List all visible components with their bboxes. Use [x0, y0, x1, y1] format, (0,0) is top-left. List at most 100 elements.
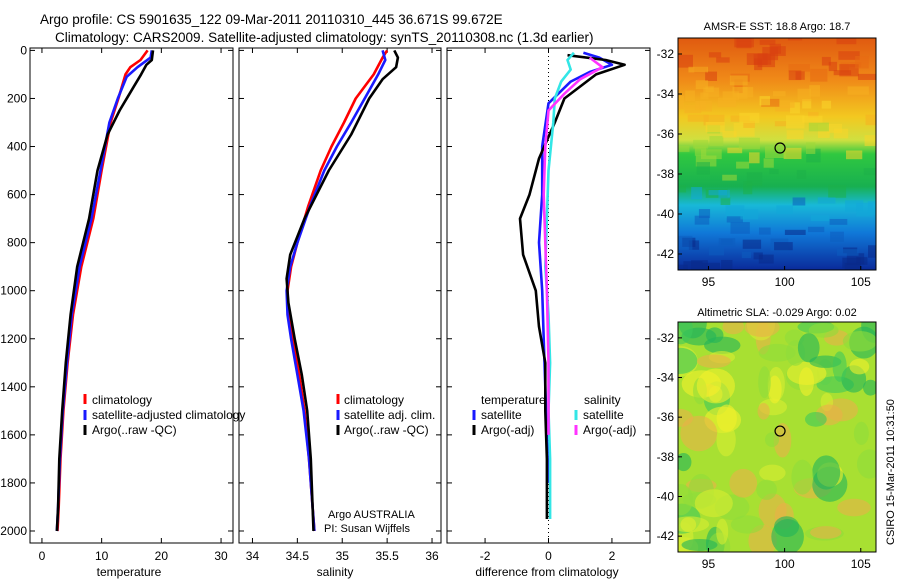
sst-texture-cell — [741, 251, 751, 259]
sst-texture-cell — [753, 252, 763, 260]
sst-texture-cell — [784, 229, 806, 235]
sla-texture-blob — [853, 421, 869, 446]
sst-texture-cell — [726, 216, 743, 223]
salinity-panel-frame — [238, 47, 442, 544]
sst-texture-cell — [833, 70, 852, 76]
sla-texture-blob — [812, 455, 841, 490]
sst-texture-cell — [729, 75, 748, 86]
y-tick-label: 400 — [7, 140, 27, 154]
sst-texture-cell — [802, 98, 812, 109]
sst-texture-cell — [807, 226, 825, 233]
sla-texture-blob — [773, 423, 792, 458]
argo-float-marker — [774, 425, 786, 437]
y-tick-label: -34 — [657, 87, 675, 101]
temperature-panel-frame — [29, 47, 234, 544]
sla-texture-blob — [832, 351, 847, 382]
sst-texture-cell — [769, 43, 781, 54]
sla-texture-blob — [791, 459, 814, 495]
title-line-2: Climatology: CARS2009. Satellite-adjuste… — [55, 30, 594, 45]
temperature-axis: 0 10 20 30 0 200 400 600 800 1000 1200 1400 1600 1800… — [0, 43, 233, 563]
sst-texture-cell — [695, 155, 717, 167]
y-tick-label: 1600 — [0, 428, 27, 442]
sla-texture-blob — [810, 526, 842, 539]
sst-texture-cell — [678, 235, 693, 250]
sla-texture-blob — [804, 411, 827, 427]
y-tick-label: -38 — [657, 450, 675, 464]
sst-texture-cell — [740, 209, 759, 220]
x-tick-label: 95 — [702, 557, 716, 571]
sla-texture-blob — [744, 322, 780, 338]
series-line-argo-raw-qc — [285, 49, 400, 532]
sst-texture-cell — [694, 215, 710, 225]
sla-texture-blob — [837, 498, 871, 517]
sst-texture-cell — [761, 98, 780, 107]
legend-title-temperature: temperature — [481, 393, 546, 407]
sst-texture-cell — [817, 197, 836, 204]
sst-texture-cell — [746, 53, 768, 65]
x-tick-label: -2 — [480, 549, 491, 563]
sla-texture-blob — [678, 516, 710, 533]
legend-label-argo: Argo(..raw -QC) — [92, 423, 177, 437]
sst-texture-cell — [700, 149, 722, 160]
legend-title-salinity: salinity — [584, 393, 621, 407]
y-tick-label: -38 — [657, 167, 675, 181]
sla-texture-blob — [767, 375, 782, 404]
sla-texture-blob — [716, 518, 729, 545]
sst-texture-cell — [678, 95, 684, 110]
sla-texture-blob — [716, 423, 736, 457]
sst-texture-cell — [721, 239, 733, 245]
sst-texture-cell — [821, 100, 832, 109]
sst-texture-cell — [867, 201, 876, 216]
sst-texture-cell — [721, 259, 733, 270]
sst-texture-cell — [738, 137, 760, 150]
sla-map-title: Altimetric SLA: -0.029 Argo: 0.02 — [697, 307, 857, 319]
legend-label-satellite-salinity: satellite — [583, 408, 624, 422]
y-tick-label: 1200 — [0, 332, 27, 346]
sst-texture-cell — [739, 112, 760, 123]
sst-texture-cell — [785, 115, 805, 129]
y-tick-label: -42 — [657, 247, 675, 261]
y-tick-label: 0 — [20, 43, 27, 57]
y-tick-label: -36 — [657, 410, 675, 424]
sla-texture-blob — [756, 479, 777, 500]
sst-texture-cell — [845, 200, 864, 212]
sst-texture-cell — [758, 254, 774, 264]
argo-float-marker — [774, 142, 786, 154]
series-line-argo-raw-qc — [55, 50, 155, 532]
sst-texture-cell — [774, 242, 793, 251]
sla-texture-blob — [808, 322, 839, 338]
sst-texture-cell — [705, 121, 725, 133]
sla-texture-blob — [678, 322, 693, 345]
sst-texture-cell — [727, 147, 743, 154]
sst-texture-cell — [683, 261, 703, 269]
sst-texture-cell — [708, 52, 722, 58]
sst-texture-cell — [722, 130, 737, 138]
sst-texture-cell — [702, 262, 720, 270]
sla-texture-blob — [678, 452, 692, 472]
sla-texture-blob — [716, 404, 737, 432]
sst-texture-cell — [786, 130, 804, 140]
sla-texture-blob — [759, 464, 786, 482]
sla-texture-blob — [729, 468, 758, 498]
sst-texture-cell — [730, 222, 750, 234]
timestamp-stamp: CSIRO 15-Mar-2011 10:31:50 — [885, 399, 897, 545]
sst-texture-cell — [805, 142, 816, 154]
series-line-climatology — [286, 49, 389, 532]
sst-texture-cell — [693, 139, 709, 149]
sst-texture-cell — [776, 205, 793, 214]
y-tick-label: 600 — [7, 188, 27, 202]
sst-texture-cell — [705, 86, 714, 93]
sst-texture-cell — [763, 158, 774, 168]
sla-texture-blob — [678, 347, 698, 375]
legend-label-climatology: climatology — [92, 393, 152, 407]
sst-texture-cell — [703, 114, 725, 126]
sst-texture-cell — [808, 122, 829, 132]
title-line-1: Argo profile: CS 5901635_122 09-Mar-2011… — [40, 12, 503, 27]
sst-texture-cell — [759, 96, 771, 106]
difference-xlabel: difference from climatology — [475, 565, 618, 579]
sst-texture-cell — [828, 61, 838, 72]
x-tick-label: 2 — [609, 549, 616, 563]
sst-texture-cell — [772, 91, 786, 97]
sst-texture-cell — [695, 80, 709, 90]
sla-map-image — [678, 322, 876, 552]
